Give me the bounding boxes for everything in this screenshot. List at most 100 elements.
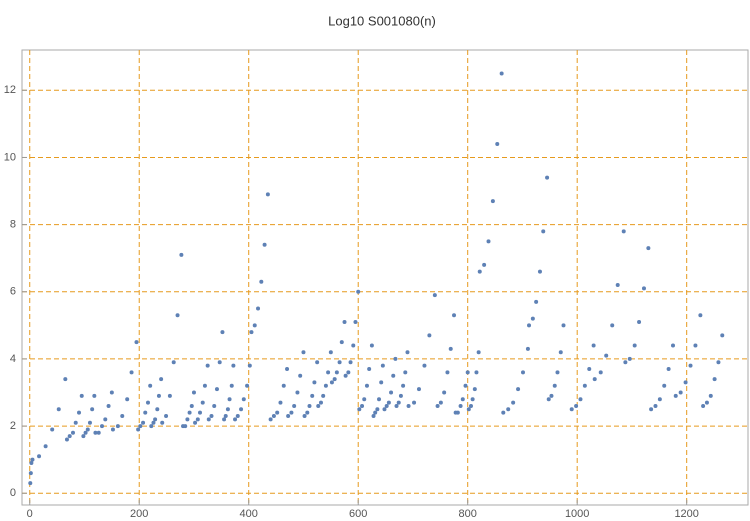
point [396,400,401,405]
point [189,403,194,408]
point [223,414,228,419]
point [486,239,491,244]
point [346,370,351,375]
point [328,350,333,355]
point [235,414,240,419]
point [29,461,34,466]
point [530,316,535,321]
point [197,410,202,415]
point [632,343,637,348]
point [476,350,481,355]
y-tick-label: 2 [10,420,16,432]
point [79,393,84,398]
point [202,383,207,388]
point [610,323,615,328]
point [187,410,192,415]
point [499,71,504,76]
point [103,417,108,422]
point [289,410,294,415]
point [164,414,169,419]
point [657,397,662,402]
point [96,430,101,435]
point [386,400,391,405]
point [64,437,69,442]
point [281,383,286,388]
point [90,407,95,412]
x-tick-label: 1000 [565,508,589,520]
point [520,370,525,375]
point [155,407,160,412]
point [712,377,717,382]
x-tick-label: 0 [27,508,33,520]
point [708,393,713,398]
point [73,420,78,425]
point [701,403,706,408]
point [129,370,134,375]
point [623,360,628,365]
point [209,414,214,419]
x-tick-label: 200 [130,508,148,520]
point [537,269,542,274]
point [527,323,532,328]
point [217,360,222,365]
point [339,340,344,345]
point [229,383,234,388]
point [160,420,165,425]
point [541,229,546,234]
point [329,380,334,385]
point [637,319,642,324]
point [348,360,353,365]
point [77,410,82,415]
x-tick-label: 400 [240,508,258,520]
point [534,299,539,304]
point [323,383,328,388]
point [561,323,566,328]
point [63,377,68,382]
point [110,427,115,432]
point [143,410,148,415]
point [151,420,156,425]
point [312,380,317,385]
point [474,370,479,375]
y-tick-label: 6 [10,286,16,298]
point [100,424,105,429]
point [337,360,342,365]
point [373,410,378,415]
point [185,417,190,422]
point [285,367,290,372]
point [673,393,678,398]
point [305,410,310,415]
point [268,417,273,422]
point [262,242,267,247]
point [582,383,587,388]
point [506,407,511,412]
point [301,350,306,355]
point [442,390,447,395]
point [245,383,250,388]
point [501,410,506,415]
point [271,414,276,419]
point [134,340,139,345]
point [342,319,347,324]
point [683,380,688,385]
y-tick-label: 4 [10,353,16,365]
point [693,343,698,348]
point [30,457,35,462]
point [43,444,48,449]
point [511,400,516,405]
point [382,407,387,412]
x-tick-label: 1200 [674,508,698,520]
point [552,383,557,388]
point [549,393,554,398]
point [438,400,443,405]
point [125,397,130,402]
point [241,397,246,402]
point [148,383,153,388]
point [249,330,254,335]
point [525,346,530,351]
point [604,353,609,358]
point [465,370,470,375]
point [670,343,675,348]
